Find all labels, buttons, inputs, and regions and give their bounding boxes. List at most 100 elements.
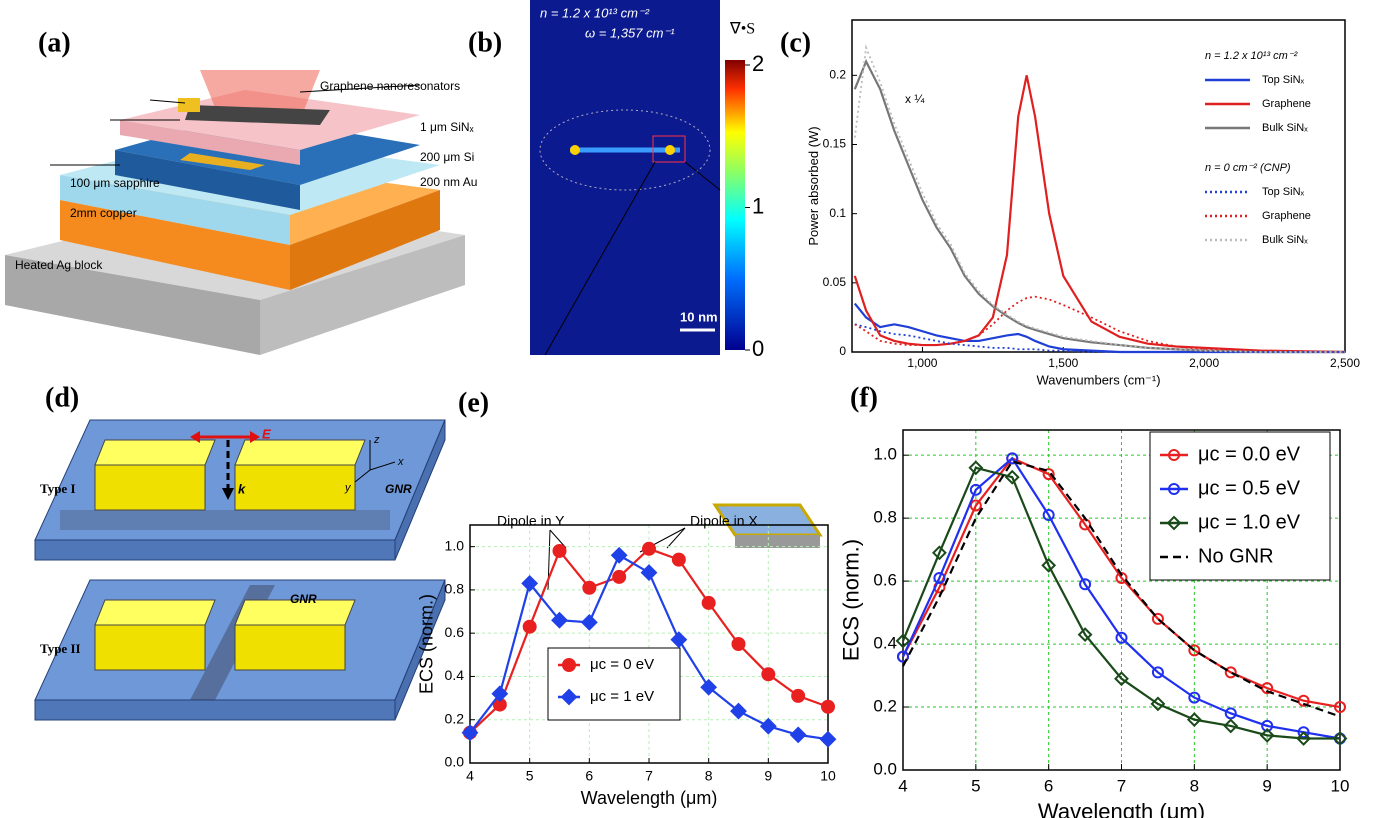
legend-label: Bulk SiNₓ xyxy=(1262,234,1308,246)
marker xyxy=(700,678,718,696)
y-tick-label: 0.6 xyxy=(873,571,897,590)
y-tick-label: 0.4 xyxy=(445,667,465,683)
legend-label: μc = 0.5 eV xyxy=(1198,477,1301,499)
y-axis-label: ECS (norm.) xyxy=(416,594,436,694)
marker xyxy=(1079,578,1092,591)
marker xyxy=(969,499,982,512)
label: n = 1.2 x 10¹³ cm⁻² xyxy=(540,5,650,20)
label: k xyxy=(238,481,246,496)
scale-bar-label: 10 nm xyxy=(680,309,718,324)
x-tick-label: 5 xyxy=(526,768,534,784)
panel-label: (f) xyxy=(850,382,878,413)
marker xyxy=(1077,627,1093,643)
series-line xyxy=(853,44,1345,353)
marker xyxy=(522,619,537,634)
marker xyxy=(552,543,567,558)
annotation: Dipole in X xyxy=(690,513,758,529)
marker xyxy=(671,552,686,567)
x-axis-label: Wavelength (μm) xyxy=(581,788,718,808)
series-line xyxy=(853,58,1345,354)
x-tick-label: 9 xyxy=(764,768,772,784)
x-tick-label: 7 xyxy=(1117,776,1126,795)
colorbar-title: ∇•S xyxy=(729,21,755,38)
marker xyxy=(1261,719,1274,732)
x-tick-label: 6 xyxy=(585,768,593,784)
marker xyxy=(895,633,911,649)
device-diagram: Graphene nanoresonators 1 μm SiNₓ 200 μm… xyxy=(5,70,477,355)
legend-label: Bulk SiNₓ xyxy=(1262,122,1308,134)
y-axis-label: ECS (norm.) xyxy=(839,539,864,661)
x-tick-label: 1,000 xyxy=(907,356,937,370)
series-line xyxy=(854,323,1345,353)
x-tick-label: 4 xyxy=(898,776,907,795)
marker xyxy=(461,724,479,742)
colorbar-tick-label: 0 xyxy=(752,336,764,361)
panel-label: (a) xyxy=(38,27,71,58)
marker xyxy=(1151,666,1164,679)
label: Heated Ag block xyxy=(15,258,103,272)
legend-label: μc = 1.0 eV xyxy=(1198,511,1301,533)
label: E xyxy=(262,426,271,441)
series-line xyxy=(854,295,1346,353)
marker xyxy=(701,595,716,610)
marker xyxy=(1042,509,1055,521)
marker xyxy=(642,541,656,556)
marker xyxy=(789,726,807,744)
legend-marker xyxy=(560,688,578,706)
marker xyxy=(1297,694,1310,707)
marker xyxy=(1188,691,1201,704)
marker xyxy=(1151,612,1164,625)
marker xyxy=(1334,701,1346,714)
legend-label: Top SiNₓ xyxy=(1262,74,1305,86)
annotation: Dipole in Y xyxy=(497,513,565,529)
y-axis-label: Power absorbed (W) xyxy=(806,126,821,245)
label: z xyxy=(373,434,380,446)
x-tick-label: 5 xyxy=(971,776,980,795)
legend-label: μc = 1 eV xyxy=(590,688,654,705)
y-tick-label: 0.0 xyxy=(445,754,465,770)
marker xyxy=(761,667,776,682)
x-tick-label: 7 xyxy=(645,768,653,784)
label: 1 μm SiNₓ xyxy=(420,120,474,134)
legend-title: n = 1.2 x 10¹³ cm⁻² xyxy=(1205,50,1298,62)
marker xyxy=(1150,696,1166,712)
x-tick-label: 8 xyxy=(1190,776,1199,795)
legend-marker xyxy=(1166,515,1182,531)
inset xyxy=(547,503,823,591)
marker xyxy=(1186,712,1202,728)
panel-label: (e) xyxy=(458,387,489,418)
panel-label: (b) xyxy=(468,27,502,58)
marker xyxy=(640,564,658,582)
label: 200 nm Au xyxy=(420,175,477,189)
marker xyxy=(1041,557,1057,573)
marker xyxy=(1259,727,1275,743)
y-tick-label: 0.2 xyxy=(873,697,897,716)
label: 2mm copper xyxy=(70,206,137,220)
marker xyxy=(1042,468,1055,481)
marker xyxy=(1297,726,1310,739)
y-tick-label: 0.15 xyxy=(823,137,847,151)
legend-marker xyxy=(1168,483,1180,495)
legend-marker xyxy=(1168,449,1180,461)
colorbar-tick-label: 1 xyxy=(752,193,764,218)
y-tick-label: 0.8 xyxy=(445,581,465,597)
label: Type II xyxy=(40,641,81,656)
label: Graphene nanoresonators xyxy=(320,79,460,93)
marker xyxy=(582,580,597,595)
label: y xyxy=(344,482,352,494)
y-tick-label: 1.0 xyxy=(873,445,897,464)
marker xyxy=(791,688,806,703)
marker xyxy=(1114,671,1129,687)
marker xyxy=(933,571,946,584)
marker xyxy=(670,631,688,649)
x-tick-label: 6 xyxy=(1044,776,1053,795)
series-line xyxy=(902,456,1341,709)
series-line xyxy=(902,456,1341,740)
x-tick-label: 2,000 xyxy=(1189,356,1219,370)
label: Type I xyxy=(40,481,76,496)
legend-label: Graphene xyxy=(1262,210,1311,222)
marker xyxy=(1332,731,1348,746)
label: ω = 1,357 cm⁻¹ xyxy=(585,25,675,40)
x-tick-label: 9 xyxy=(1262,776,1271,795)
y-tick-label: 0.4 xyxy=(873,634,897,653)
